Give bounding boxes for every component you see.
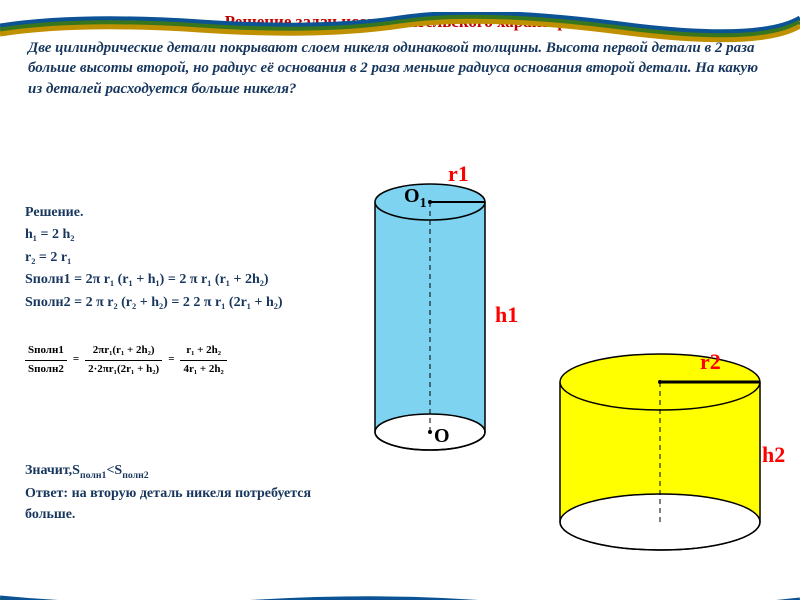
page-title: Решение задач исследовательского характе… xyxy=(0,12,800,32)
cylinder-1 xyxy=(375,184,485,450)
ratio-num-3: r₁ + 2h₂ xyxy=(180,342,226,361)
label-O: О xyxy=(434,425,450,448)
concl-d: полн2 xyxy=(122,470,148,481)
equals-2: = xyxy=(168,351,174,369)
ratio-num-1: Sполн1 xyxy=(25,342,67,361)
solution-line-2: r₂ = 2 r₁ xyxy=(25,247,305,269)
ratio-frac-2: 2πr₁(r₁ + 2h₂) 2·2πr₁(2r₁ + h₂) xyxy=(85,342,162,378)
ratio-den-3: 4r₁ + 2h₂ xyxy=(180,361,226,379)
ratio-formula: Sполн1 Sполн2 = 2πr₁(r₁ + 2h₂) 2·2πr₁(2r… xyxy=(25,342,305,378)
label-O1-a: О xyxy=(404,185,420,207)
solution-line-4: Sполн2 = 2 π r₂ (r₂ + h₂) = 2 2 π r₁ (2r… xyxy=(25,292,305,314)
label-r2: r2 xyxy=(700,349,721,375)
diagram-area: r1 О1 h1 О r2 h2 xyxy=(330,167,780,567)
solution-line-1: h₁ = 2 h₂ xyxy=(25,224,305,246)
cylinder-2 xyxy=(560,354,760,550)
answer-text: Ответ: на вторую деталь никеля потребует… xyxy=(25,483,315,525)
concl-b: полн1 xyxy=(80,470,106,481)
label-r1: r1 xyxy=(448,161,469,187)
equals-1: = xyxy=(73,351,79,369)
concl-c: <S xyxy=(106,463,122,478)
label-O1-b: 1 xyxy=(420,196,427,211)
ratio-den-1: Sполн2 xyxy=(25,361,67,379)
ratio-frac-1: Sполн1 Sполн2 xyxy=(25,342,67,378)
ratio-den-2: 2·2πr₁(2r₁ + h₂) xyxy=(85,361,162,379)
cyl1-center-top xyxy=(428,200,432,204)
cyl2-center-top xyxy=(658,380,662,384)
solution-block: Решение. h₁ = 2 h₂ r₂ = 2 r₁ Sполн1 = 2π… xyxy=(25,202,305,406)
cyl1-body xyxy=(375,202,485,432)
concl-a: Значит,S xyxy=(25,463,80,478)
ratio-num-2: 2πr₁(r₁ + 2h₂) xyxy=(85,342,162,361)
label-h2: h2 xyxy=(762,442,785,468)
answer-block: Значит,Sполн1<Sполн2 Ответ: на вторую де… xyxy=(25,460,315,525)
solution-line-3: Sполн1 = 2π r₁ (r₁ + h₁) = 2 π r₁ (r₁ + … xyxy=(25,269,305,291)
cyl1-center-bottom xyxy=(428,430,432,434)
label-O1: О1 xyxy=(404,185,427,212)
solution-heading: Решение. xyxy=(25,202,305,224)
conclusion-line: Значит,Sполн1<Sполн2 xyxy=(25,460,315,483)
problem-statement: Две цилиндрические детали покрывают слое… xyxy=(28,38,770,99)
label-h1: h1 xyxy=(495,302,518,328)
ratio-frac-3: r₁ + 2h₂ 4r₁ + 2h₂ xyxy=(180,342,226,378)
